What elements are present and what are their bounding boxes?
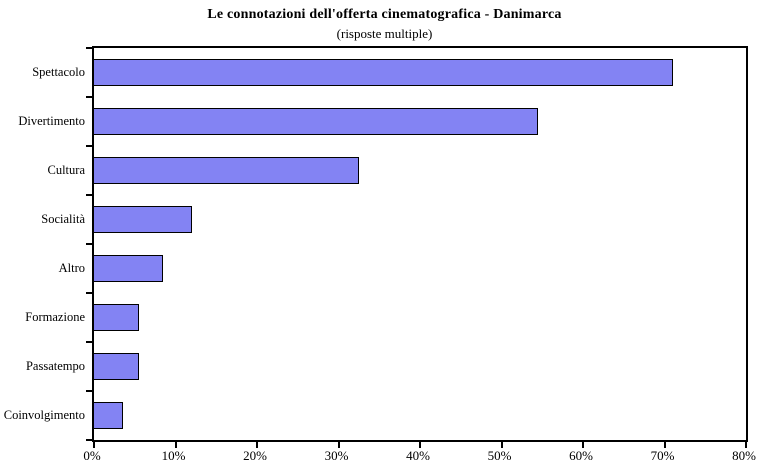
y-tick-mark (86, 145, 92, 147)
x-axis-tick-label: 60% (569, 448, 593, 463)
category-label: Altro (58, 261, 85, 275)
x-tick-mark (745, 442, 747, 448)
y-tick-mark (86, 292, 92, 294)
y-tick-mark (86, 439, 92, 441)
category-label: Passatempo (25, 359, 85, 373)
y-tick-mark (86, 341, 92, 343)
y-tick-mark (86, 194, 92, 196)
y-tick-mark (86, 390, 92, 392)
chart-title: Le connotazioni dell'offerta cinematogra… (207, 7, 562, 22)
x-tick-mark (337, 442, 340, 448)
x-tick-mark (256, 442, 258, 448)
bar-socialit (94, 206, 192, 233)
category-label: Coinvolgimento (3, 408, 85, 422)
category-label: Cultura (47, 163, 86, 177)
bar-divertimento (94, 108, 539, 135)
x-axis-tick-label: 70% (650, 448, 675, 463)
x-tick-mark (500, 442, 503, 448)
bar-cultura (94, 157, 359, 184)
y-tick-mark (86, 96, 92, 98)
bar-passatempo (94, 353, 139, 380)
chart-subtitle: (risposte multiple) (336, 26, 433, 41)
bar-coinvolgimento (94, 402, 123, 429)
value-axis-labels: 0% 10% 20% 30% 40% 50% 60% 70% 80% (83, 448, 756, 466)
x-axis-tick-label: 30% (324, 448, 349, 463)
category-label: Divertimento (18, 114, 85, 128)
category-label: Socialità (41, 212, 85, 226)
x-axis-tick-label: 80% (732, 448, 756, 463)
bar-formazione (94, 304, 139, 331)
x-tick-mark (419, 442, 421, 448)
category-label: Formazione (25, 310, 85, 324)
bar-spettacolo (94, 59, 673, 86)
x-tick-mark (93, 442, 95, 448)
bar-altro (94, 255, 164, 282)
plot-area (86, 46, 748, 448)
x-tick-mark (582, 442, 584, 448)
category-axis-labels: Spettacolo Divertimento Cultura Socialità Al… (0, 48, 85, 440)
x-axis-tick-label: 0% (83, 448, 101, 463)
category-label: Spettacolo (32, 65, 85, 79)
x-tick-mark (663, 442, 666, 448)
y-tick-mark (86, 243, 92, 245)
x-axis-tick-label: 20% (243, 448, 267, 463)
x-axis-tick-label: 10% (161, 448, 186, 463)
x-axis-tick-label: 40% (406, 448, 430, 463)
x-axis-tick-label: 50% (487, 448, 512, 463)
y-tick-mark (86, 47, 92, 49)
x-tick-mark (174, 442, 177, 448)
